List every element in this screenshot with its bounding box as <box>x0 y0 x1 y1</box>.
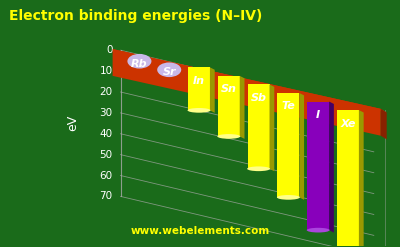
Polygon shape <box>307 102 329 230</box>
Ellipse shape <box>247 166 270 171</box>
Polygon shape <box>381 109 387 139</box>
Polygon shape <box>240 76 244 139</box>
Text: Sr: Sr <box>162 67 176 77</box>
Text: 70: 70 <box>100 191 113 201</box>
Ellipse shape <box>307 228 330 232</box>
Text: 0: 0 <box>106 45 113 55</box>
Ellipse shape <box>128 54 152 69</box>
Polygon shape <box>270 84 274 171</box>
Polygon shape <box>113 49 381 136</box>
Text: Sb: Sb <box>250 93 266 103</box>
Polygon shape <box>278 93 299 197</box>
Text: Electron binding energies (N–IV): Electron binding energies (N–IV) <box>9 9 263 23</box>
Text: 30: 30 <box>100 108 113 118</box>
Text: Rb: Rb <box>131 59 148 69</box>
Ellipse shape <box>157 62 181 77</box>
Polygon shape <box>359 110 364 247</box>
Text: Sn: Sn <box>221 84 237 94</box>
Polygon shape <box>210 67 215 113</box>
Polygon shape <box>248 84 270 169</box>
Polygon shape <box>188 67 210 110</box>
Polygon shape <box>218 76 240 136</box>
Text: 60: 60 <box>100 170 113 181</box>
Text: In: In <box>193 76 205 86</box>
Ellipse shape <box>217 134 240 139</box>
Text: Te: Te <box>282 102 295 111</box>
Text: I: I <box>316 110 320 120</box>
Polygon shape <box>329 102 334 233</box>
Polygon shape <box>113 49 387 113</box>
Text: 10: 10 <box>100 66 113 76</box>
Text: 40: 40 <box>100 129 113 139</box>
Text: eV: eV <box>66 115 79 131</box>
Text: www.webelements.com: www.webelements.com <box>130 226 270 236</box>
Ellipse shape <box>277 195 300 200</box>
Text: 50: 50 <box>100 150 113 160</box>
Text: Xe: Xe <box>340 119 356 128</box>
Text: 20: 20 <box>100 87 113 97</box>
Polygon shape <box>299 93 304 200</box>
Ellipse shape <box>188 108 210 113</box>
Polygon shape <box>337 110 359 247</box>
